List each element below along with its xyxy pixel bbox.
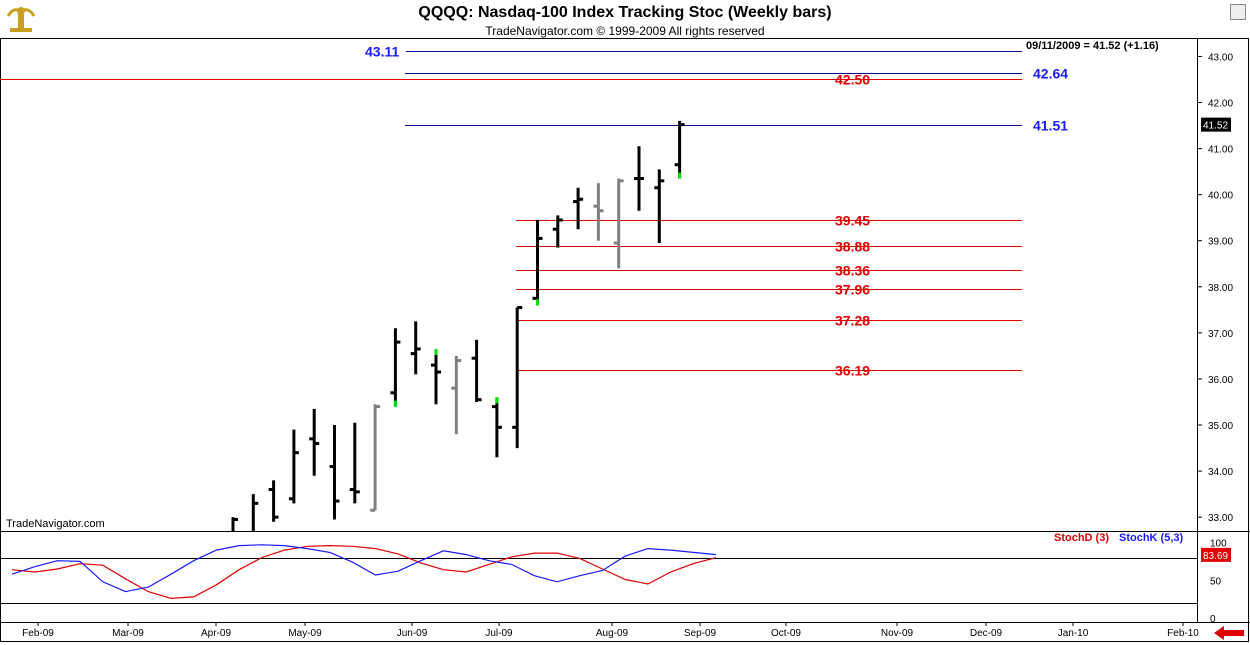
watermark: TradeNavigator.com (6, 518, 105, 530)
chart-title: QQQQ: Nasdaq-100 Index Tracking Stoc (We… (418, 4, 832, 21)
last-price-tag (1201, 117, 1231, 132)
blue-level-label: 41.51 (1033, 118, 1068, 134)
price-tick-label: 34.00 (1208, 467, 1233, 478)
price-tick-label: 37.00 (1208, 329, 1233, 340)
level-lines: 43.11 42.64 41.51 42.50 39.45 38.88 38.36 37.96… (0, 44, 1068, 379)
time-tick-label: Jun-09 (397, 628, 428, 639)
stoch-last-tag (1201, 547, 1231, 562)
time-tick-label: May-09 (288, 628, 322, 639)
last-price-label: 41.52 (1203, 121, 1228, 132)
red-level-label: 39.45 (835, 213, 870, 229)
blue-level-label: 43.11 (365, 44, 399, 60)
time-tick-label: Sep-09 (684, 628, 717, 639)
stoch-tick-label: 100 (1210, 539, 1227, 550)
trade-navigator-logo (4, 4, 38, 39)
time-tick-label: Aug-09 (596, 628, 629, 639)
red-level-label: 37.96 (835, 282, 870, 298)
price-bars (231, 120, 685, 531)
time-axis: Feb-09 Mar-09 Apr-09 May-09 Jun-09 Jul-09 Aug-… (22, 622, 1199, 639)
price-tick-label: 39.00 (1208, 237, 1233, 248)
time-tick-label: Feb-10 (1167, 628, 1199, 639)
time-tick-label: Mar-09 (112, 628, 144, 639)
red-level-label: 37.28 (835, 313, 870, 329)
scroll-right-arrow-icon[interactable] (1214, 626, 1244, 645)
red-level-label: 36.19 (835, 363, 870, 379)
copyright-subtitle: TradeNavigator.com © 1999-2009 All right… (485, 24, 765, 38)
price-tick-label: 33.00 (1208, 513, 1233, 524)
time-tick-label: Oct-09 (771, 628, 801, 639)
time-tick-label: Dec-09 (970, 628, 1003, 639)
stochk-line (11, 544, 717, 593)
red-level-label: 38.88 (835, 239, 870, 255)
stoch-tick-label: 0 (1210, 614, 1216, 625)
chart-frame (0, 38, 1250, 642)
time-tick-label: Jul-09 (485, 628, 513, 639)
time-tick-label: Apr-09 (201, 628, 231, 639)
time-tick-label: Jan-10 (1058, 628, 1089, 639)
price-readout: 09/11/2009 = 41.52 (+1.16) (1026, 40, 1159, 52)
price-tick-label: 42.00 (1208, 99, 1233, 110)
red-level-label: 38.36 (835, 263, 870, 279)
blue-level-label: 42.64 (1033, 66, 1068, 82)
price-tick-label: 40.00 (1208, 191, 1233, 202)
chart-border (0, 38, 1249, 642)
price-tick-label: 36.00 (1208, 375, 1233, 386)
price-tick-label: 43.00 (1208, 52, 1233, 63)
stochd-line (11, 544, 717, 600)
time-tick-label: Feb-09 (22, 628, 54, 639)
price-axis: 33.00 34.00 35.00 36.00 37.00 38.00 39.00 40.00… (1197, 52, 1233, 524)
red-level-label: 42.50 (835, 72, 870, 88)
price-tick-label: 41.00 (1208, 145, 1233, 156)
time-tick-label: Nov-09 (881, 628, 914, 639)
stoch-tick-label: 50 (1210, 576, 1222, 587)
stochk-legend: StochK (5,3) (1119, 532, 1184, 544)
price-tick-label: 38.00 (1208, 283, 1233, 294)
stoch-last-label: 83.69 (1203, 551, 1228, 562)
price-tick-label: 35.00 (1208, 421, 1233, 432)
window-button[interactable] (1230, 4, 1246, 20)
stochd-legend: StochD (3) (1054, 532, 1109, 544)
